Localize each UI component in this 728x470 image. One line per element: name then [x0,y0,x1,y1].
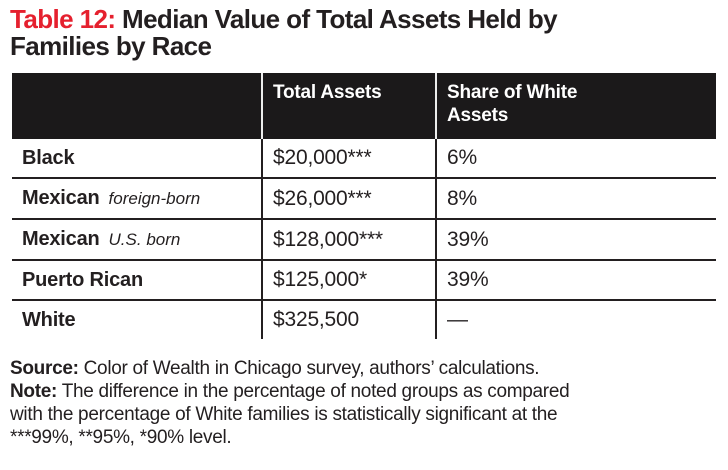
share-of-white-value: 39% [435,219,716,261]
table-row-mexican-us-born: Mexican U.S. born $128,000*** 39% [12,219,716,261]
note-line-3: ***99%, **95%, *90% level. [10,427,232,448]
column-header-share-of-white: Share of White Assets [435,73,716,139]
table-row-white: White $325,500 — [12,300,716,339]
row-label: Black [12,139,262,179]
total-assets-value: $26,000*** [261,178,436,220]
note-line-1: Note: The difference in the percentage o… [10,380,728,403]
column-header-group [12,73,262,139]
total-assets-value: $128,000*** [261,219,436,261]
note-text-1: The difference in the percentage of note… [61,381,570,402]
row-label: Mexican U.S. born [12,219,262,261]
row-label: Mexican foreign-born [12,178,262,220]
total-assets-value: $325,500 [261,300,436,339]
table-title: Table 12: Median Value of Total Assets H… [10,6,728,60]
column-header-total-assets: Total Assets [261,73,436,139]
share-of-white-value: 39% [435,260,716,301]
table-number-label: Table 12: [10,4,116,34]
group-name: Mexican [22,187,100,209]
source-line: Source: Color of Wealth in Chicago surve… [10,357,728,380]
group-name: Mexican [22,228,100,250]
table-title-line-2: Families by Race [10,31,212,61]
note-line-2: with the percentage of White families is… [10,404,558,425]
source-label: Source: [10,358,79,379]
source-text: Color of Wealth in Chicago survey, autho… [83,358,540,379]
note-label: Note: [10,381,58,402]
row-label: Puerto Rican [12,260,262,301]
table-header: Total Assets Share of White Assets [12,73,716,139]
table-row-puerto-rican: Puerto Rican $125,000* 39% [12,260,716,301]
table-title-line-1: Table 12: Median Value of Total Assets H… [10,6,728,33]
group-qualifier: U.S. born [108,230,181,249]
row-label: White [22,309,76,331]
table-body: Black $20,000*** 6% Mexican foreign-born … [12,139,716,339]
share-of-white-value: — [435,300,716,339]
assets-by-race-table: Total Assets Share of White Assets Black… [12,73,716,339]
group-qualifier: foreign-born [108,189,201,208]
header-row: Total Assets Share of White Assets [12,73,716,139]
share-of-white-value: 6% [435,139,716,179]
share-of-white-value: 8% [435,178,716,220]
table-row-mexican-foreign-born: Mexican foreign-born $26,000*** 8% [12,178,716,220]
table-footnotes: Source: Color of Wealth in Chicago surve… [10,357,728,449]
total-assets-value: $125,000* [261,260,436,301]
table-title-text: Median Value of Total Assets Held by [122,4,558,34]
table-row-black: Black $20,000*** 6% [12,139,716,179]
total-assets-value: $20,000*** [261,139,436,179]
